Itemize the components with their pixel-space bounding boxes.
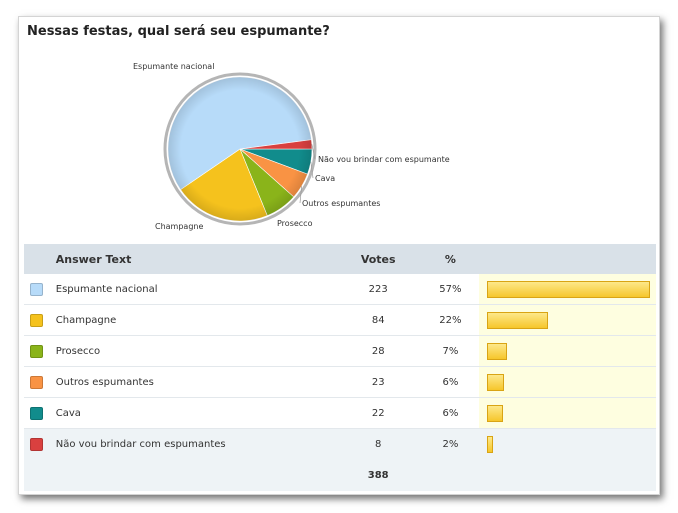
pie-rim (163, 72, 317, 226)
vote-bar-champagne (487, 311, 549, 329)
pie-leader-nao-vou-brindar-com-espumantes (311, 144, 316, 160)
vote-bar-outros-espumantes (487, 373, 505, 391)
answer-text-header: Answer Text (49, 244, 335, 274)
vote-bar-prosecco (487, 342, 508, 360)
pie-chart: Espumante nacional Champagne Prosecco Outro… (133, 62, 450, 231)
color-swatch-outros-espumantes (30, 375, 44, 389)
result-row-outros-espumantes: Outros espumantes 23 6% (24, 366, 656, 398)
percent-champagne: 22% (421, 304, 480, 336)
pie-label-cava: Cava (315, 174, 335, 183)
percent-prosecco: 7% (421, 335, 480, 367)
pie-label-champagne: Champagne (155, 222, 203, 231)
vote-bar-cava (487, 404, 504, 422)
pie-label-outros-espumantes: Outros espumantes (302, 199, 380, 208)
vote-bar-nao-vou-brindar-com-espumantes (487, 436, 494, 453)
votes-prosecco: 28 (334, 335, 422, 367)
color-swatch-nao-vou-brindar-com-espumantes (30, 438, 44, 451)
pie-label-espumante-nacional: Espumante nacional (133, 62, 214, 71)
poll-title: Nessas festas, qual será seu espumante? (27, 24, 330, 39)
percent-nao-vou-brindar-com-espumantes: 2% (421, 428, 480, 460)
percent-header: % (421, 244, 480, 274)
results-header-row: Answer Text Votes % (24, 244, 656, 274)
pie-label-prosecco: Prosecco (277, 219, 313, 228)
color-swatch-espumante-nacional (30, 282, 44, 296)
result-row-prosecco: Prosecco 28 7% (24, 335, 656, 367)
total-row: 388 (24, 460, 656, 491)
total-votes: 388 (334, 460, 422, 491)
percent-cava: 6% (421, 397, 480, 429)
answer-text-prosecco: Prosecco (49, 335, 335, 367)
votes-espumante-nacional: 223 (334, 274, 422, 305)
result-row-champagne: Champagne 84 22% (24, 304, 656, 336)
answer-text-espumante-nacional: Espumante nacional (49, 274, 335, 305)
color-swatch-prosecco (30, 344, 44, 358)
result-row-espumante-nacional: Espumante nacional 223 57% (24, 274, 656, 305)
answer-text-nao-vou-brindar-com-espumantes: Não vou brindar com espumantes (49, 428, 335, 460)
result-row-nao-vou-brindar-com-espumantes: Não vou brindar com espumantes 8 2% (24, 428, 656, 460)
pie-leader-cava (310, 161, 314, 179)
votes-champagne: 84 (334, 304, 422, 336)
votes-nao-vou-brindar-com-espumantes: 8 (334, 428, 422, 460)
results-table: Answer Text Votes % Espumante nacional 22… (24, 244, 656, 491)
pie-leader-outros-espumantes (299, 186, 303, 204)
color-swatch-champagne (30, 313, 44, 327)
votes-header: Votes (334, 244, 422, 274)
color-swatch-cava (30, 406, 44, 420)
percent-espumante-nacional: 57% (421, 274, 480, 305)
votes-cava: 22 (334, 397, 422, 429)
pie-label-nao-vou-brindar-com-espumantes: Não vou brindar com espumante (318, 155, 450, 164)
answer-text-cava: Cava (49, 397, 335, 429)
result-row-cava: Cava 22 6% (24, 397, 656, 429)
vote-bar-espumante-nacional (487, 280, 651, 298)
pie-shading (168, 77, 312, 221)
percent-outros-espumantes: 6% (421, 366, 480, 398)
answer-text-champagne: Champagne (49, 304, 335, 336)
votes-outros-espumantes: 23 (334, 366, 422, 398)
poll-results-card: Nessas festas, qual será seu espumante? … (18, 16, 660, 495)
answer-text-outros-espumantes: Outros espumantes (49, 366, 335, 398)
